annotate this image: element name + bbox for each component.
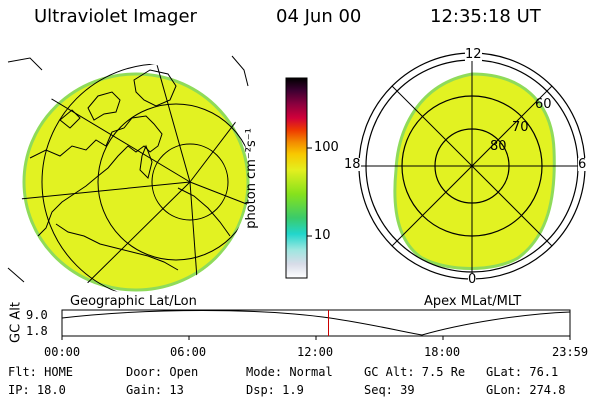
status-mode: Mode: Normal — [246, 365, 333, 379]
altitude-plot — [61, 309, 571, 340]
geographic-map — [4, 50, 266, 293]
status-seq: Seq: 39 — [364, 383, 415, 397]
status-glat: GLat: 76.1 — [486, 365, 559, 379]
colorbar-tick-100: 100 — [314, 140, 339, 155]
time-label: 12:35:18 UT — [430, 6, 541, 27]
mlt-label-18: 18 — [344, 157, 361, 172]
lat-label-80: 80 — [490, 139, 507, 154]
colorbar-tick-10: 10 — [314, 228, 331, 243]
status-glon: GLon: 274.8 — [486, 383, 566, 397]
x-tick-2359: 23:59 — [552, 345, 589, 359]
mlt-polar-plot — [358, 52, 586, 280]
status-dsp: Dsp: 1.9 — [246, 383, 304, 397]
apex-caption: Apex MLat/MLT — [424, 294, 522, 309]
x-tick-1800: 18:00 — [424, 345, 461, 359]
x-tick-0600: 06:00 — [170, 345, 207, 359]
mlt-label-0: 0 — [468, 272, 477, 287]
instrument-title: Ultraviolet Imager — [34, 6, 197, 27]
status-ip: IP: 18.0 — [8, 383, 66, 397]
status-door: Door: Open — [126, 365, 199, 379]
status-flight: Flt: HOME — [8, 365, 74, 379]
lat-label-60: 60 — [535, 97, 552, 112]
mlt-label-6: 6 — [578, 157, 587, 172]
x-tick-1200: 12:00 — [297, 345, 334, 359]
altitude-ylabel: GC Alt — [8, 302, 24, 343]
date-label: 04 Jun 00 — [276, 6, 362, 27]
status-gc-alt: GC Alt: 7.5 Re — [364, 365, 466, 379]
altitude-y-bottom: 1.8 — [26, 324, 48, 338]
status-gain: Gain: 13 — [126, 383, 184, 397]
geographic-caption: Geographic Lat/Lon — [70, 294, 197, 309]
x-tick-0000: 00:00 — [44, 345, 81, 359]
mlt-label-12: 12 — [465, 47, 482, 62]
lat-label-70: 70 — [512, 120, 529, 135]
colorbar-unit-label: photon cm⁻²s⁻¹ — [243, 128, 259, 229]
altitude-y-top: 9.0 — [26, 308, 48, 322]
colorbar — [285, 77, 312, 279]
